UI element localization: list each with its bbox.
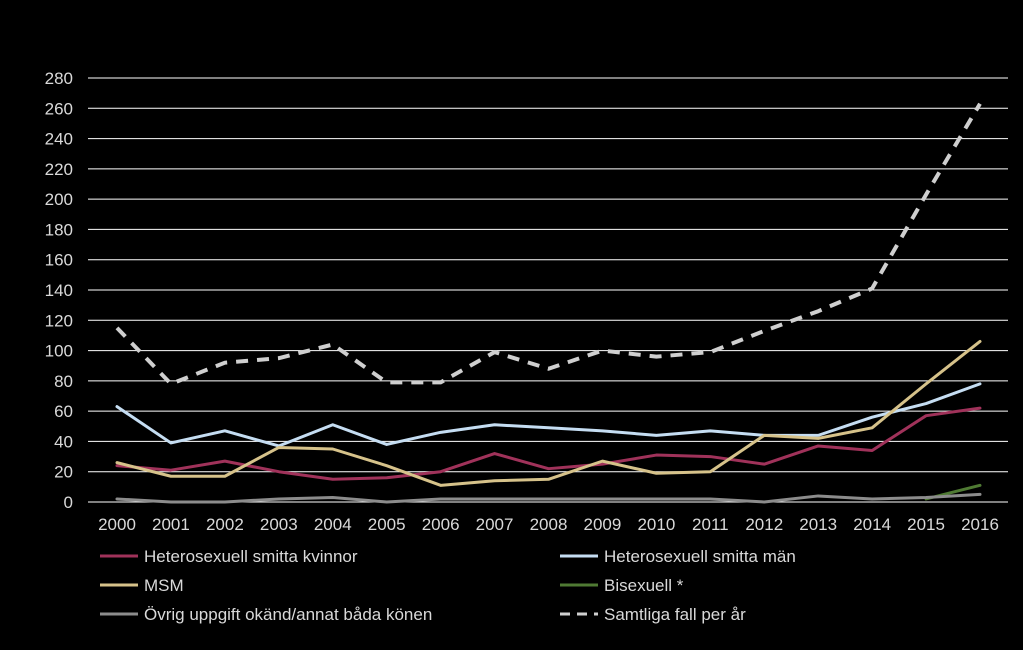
y-tick-label: 60 (54, 402, 73, 421)
y-tick-label: 0 (64, 493, 73, 512)
series-lines (115, 102, 982, 504)
y-tick-label: 20 (54, 463, 73, 482)
legend-label: MSM (144, 576, 184, 595)
x-tick-label: 2006 (422, 515, 460, 534)
x-tick-label: 2012 (745, 515, 783, 534)
legend-label: Övrig uppgift okänd/annat båda könen (144, 605, 432, 624)
y-tick-label: 180 (45, 220, 73, 239)
series-line-2 (115, 339, 982, 487)
legend-label: Heterosexuell smitta män (604, 547, 796, 566)
x-tick-label: 2009 (584, 515, 622, 534)
x-tick-label: 2004 (314, 515, 352, 534)
series-line-5 (115, 102, 982, 386)
y-tick-label: 80 (54, 372, 73, 391)
x-tick-label: 2000 (98, 515, 136, 534)
x-tick-label: 2014 (853, 515, 891, 534)
y-tick-label: 140 (45, 281, 73, 300)
series-line-0 (115, 406, 982, 481)
x-tick-label: 2015 (907, 515, 945, 534)
y-tick-label: 160 (45, 251, 73, 270)
x-tick-label: 2008 (530, 515, 568, 534)
y-tick-label: 280 (45, 69, 73, 88)
x-axis-ticks: 2000 2001 2002 2003 2004 2005 2006 2007 2008 2009… (98, 515, 999, 534)
x-tick-label: 2007 (476, 515, 514, 534)
y-tick-label: 100 (45, 342, 73, 361)
y-tick-label: 120 (45, 311, 73, 330)
series-line-4 (115, 492, 982, 504)
y-tick-label: 260 (45, 99, 73, 118)
x-tick-label: 2010 (637, 515, 675, 534)
y-tick-label: 240 (45, 130, 73, 149)
x-tick-label: 2002 (206, 515, 244, 534)
x-tick-label: 2011 (692, 515, 729, 534)
x-tick-label: 2005 (368, 515, 406, 534)
y-axis-ticks: 0 20 40 60 80 100 120 140 160 180 200 220 240 260 280 (45, 69, 73, 512)
y-tick-label: 200 (45, 190, 73, 209)
y-tick-label: 40 (54, 432, 73, 451)
x-tick-label: 2001 (152, 515, 190, 534)
legend-label: Samtliga fall per år (604, 605, 746, 624)
legend-label: Heterosexuell smitta kvinnor (144, 547, 358, 566)
gridlines (88, 77, 1008, 503)
series-line-1 (115, 382, 982, 448)
legend: Heterosexuell smitta kvinnor Heterosexuel… (100, 547, 796, 624)
x-tick-label: 2003 (260, 515, 298, 534)
x-tick-label: 2013 (799, 515, 837, 534)
legend-label: Bisexuell * (604, 576, 684, 595)
x-tick-label: 2016 (961, 515, 999, 534)
y-tick-label: 220 (45, 160, 73, 179)
